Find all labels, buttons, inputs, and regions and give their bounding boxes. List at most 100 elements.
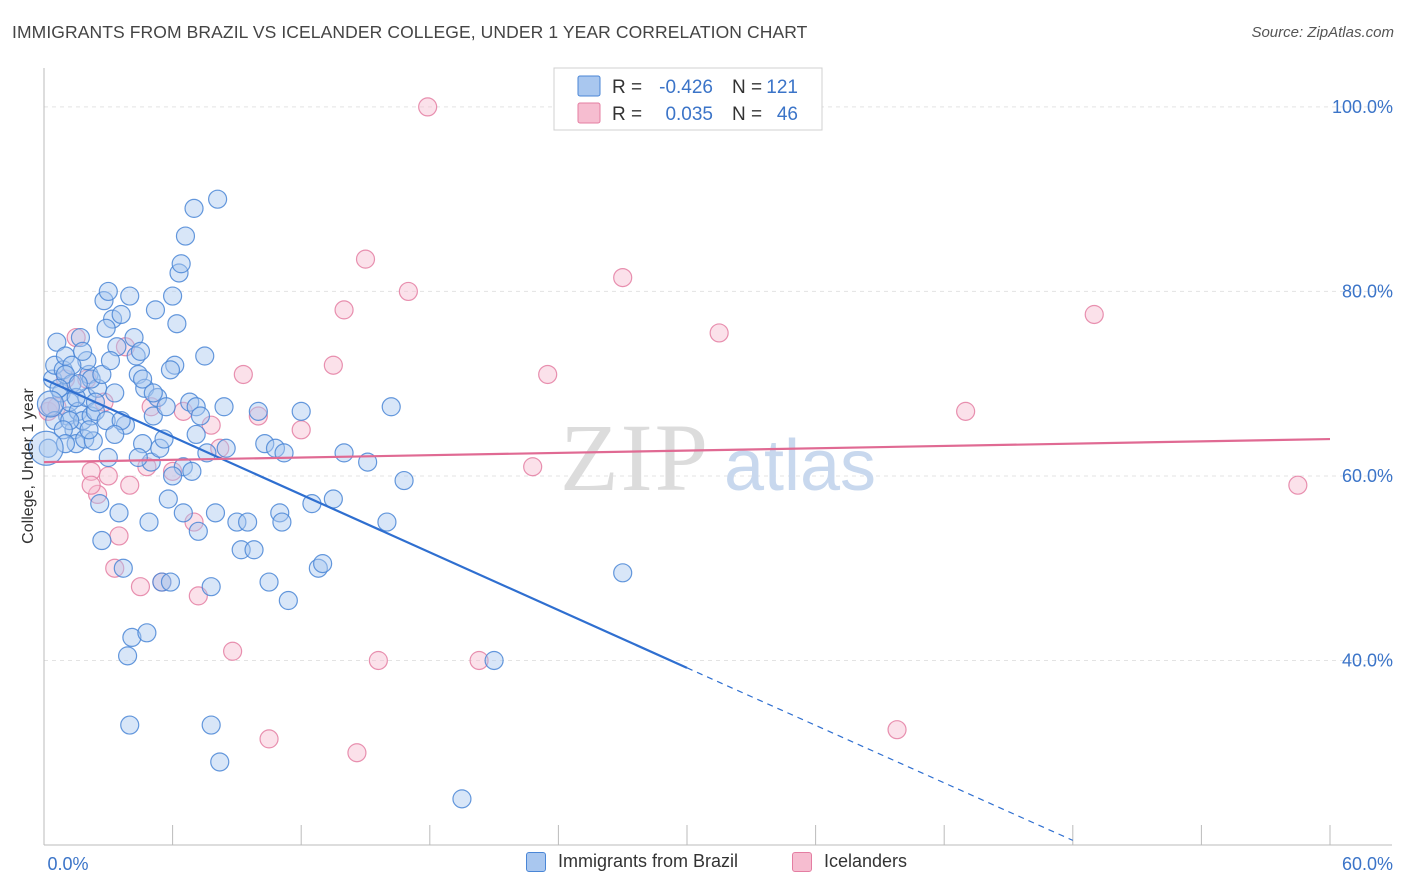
data-point (94, 291, 114, 311)
data-point (358, 452, 378, 472)
data-point (613, 563, 633, 583)
data-point (323, 355, 343, 375)
data-point (160, 572, 181, 592)
series-icelanders (38, 97, 1308, 763)
data-point (259, 729, 279, 749)
x-tick-label: 60.0% (1342, 854, 1393, 874)
data-point (81, 475, 101, 495)
data-point (347, 743, 367, 763)
data-point (381, 397, 401, 417)
watermark: ZIP atlas (560, 404, 876, 511)
data-point (398, 281, 418, 302)
trend-lines (43, 378, 1331, 841)
data-point (120, 286, 140, 306)
legend-swatch-pink (792, 851, 812, 872)
data-point (208, 189, 228, 209)
data-point (120, 715, 140, 735)
data-point (158, 489, 178, 509)
data-point (122, 627, 142, 648)
y-tick-label: 60.0% (1342, 466, 1393, 486)
data-point (167, 314, 187, 334)
bottom-legend: Immigrants from Brazil Icelanders (0, 851, 1406, 879)
legend-swatch (577, 75, 601, 97)
data-point (278, 590, 298, 611)
data-point (90, 494, 110, 514)
data-point (139, 512, 159, 532)
x-tick-labels: 0.0% 60.0% (47, 854, 1393, 874)
data-point (238, 512, 258, 532)
legend-n-value: 121 (766, 77, 798, 98)
legend-swatch-blue (526, 851, 546, 872)
data-point (105, 424, 125, 445)
data-point (150, 438, 170, 458)
data-point (96, 318, 116, 338)
legend-r-value: 0.035 (665, 104, 713, 125)
data-point (291, 401, 311, 421)
data-point (613, 267, 633, 288)
data-point (113, 558, 133, 578)
data-point (452, 789, 472, 809)
data-point (216, 438, 236, 458)
data-point (201, 715, 221, 735)
data-point (109, 503, 129, 523)
data-point (98, 466, 118, 486)
data-point (143, 406, 163, 426)
data-point (182, 461, 202, 481)
data-point (887, 720, 907, 740)
data-point (98, 447, 118, 468)
data-point (117, 646, 138, 666)
data-point (145, 300, 166, 320)
data-point (188, 521, 208, 541)
data-point (334, 443, 354, 463)
x-tick-label: 0.0% (47, 854, 88, 874)
data-point (137, 623, 157, 643)
data-point (188, 586, 208, 606)
data-point (195, 346, 215, 366)
trend-line-brazil (43, 378, 688, 669)
data-point (141, 452, 161, 472)
data-point (83, 431, 103, 451)
data-point (291, 420, 311, 440)
data-point (120, 475, 140, 495)
y-tick-label: 40.0% (1342, 650, 1393, 670)
data-point (160, 360, 181, 380)
data-point (244, 540, 264, 560)
y-tick-label: 80.0% (1342, 281, 1393, 301)
legend-item-brazil[interactable]: Immigrants from Brazil (526, 851, 738, 872)
data-point (128, 447, 148, 468)
data-point (248, 401, 268, 421)
data-point (105, 383, 125, 403)
y-tick-label: 100.0% (1332, 97, 1393, 117)
data-point (223, 641, 243, 661)
legend-swatch (577, 102, 601, 124)
axes (43, 68, 1392, 846)
data-point (53, 420, 73, 440)
data-point (190, 406, 211, 426)
trend-line-icelanders (43, 437, 1331, 464)
data-point (484, 650, 504, 671)
data-point (355, 249, 376, 269)
legend-item-icelanders[interactable]: Icelanders (792, 851, 907, 872)
y-axis-label: College, Under 1 year (20, 388, 37, 544)
stats-legend: R = -0.426 N = 121 R = 0.035 N = 46 (553, 67, 823, 131)
data-point (77, 351, 97, 371)
data-point (143, 383, 163, 403)
data-point (70, 327, 91, 348)
data-point (201, 577, 221, 597)
data-point (92, 530, 112, 551)
legend-r-label: R = (612, 77, 642, 98)
legend-n-value: 46 (777, 104, 798, 125)
data-point (272, 512, 292, 532)
data-point (210, 752, 230, 772)
data-point (186, 424, 206, 445)
data-point (214, 397, 234, 417)
legend-label-icelanders: Icelanders (824, 851, 908, 871)
data-point (111, 304, 131, 325)
data-point (156, 397, 176, 417)
watermark-atlas: atlas (724, 426, 876, 506)
data-point (173, 503, 193, 523)
data-point (368, 650, 388, 671)
data-point (47, 332, 67, 352)
legend-r-value: -0.426 (659, 77, 713, 98)
data-point (274, 443, 294, 463)
